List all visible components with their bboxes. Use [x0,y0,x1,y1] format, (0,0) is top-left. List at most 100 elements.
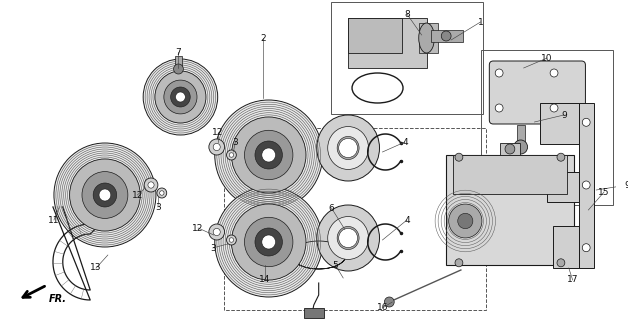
Circle shape [229,238,234,242]
Circle shape [143,59,218,135]
Text: FR.: FR. [49,294,67,304]
Circle shape [495,104,503,112]
Ellipse shape [337,136,359,160]
Circle shape [495,69,503,77]
Text: 15: 15 [598,188,610,196]
Circle shape [232,117,306,193]
Circle shape [82,172,128,219]
Bar [553,226,578,268]
Circle shape [176,92,185,102]
Text: 12: 12 [212,127,224,137]
Text: 3: 3 [155,203,161,212]
Bar [348,18,426,68]
Bar [175,56,182,68]
Circle shape [160,191,164,195]
Bar [517,125,524,147]
Circle shape [455,259,463,267]
Bar [500,143,520,155]
Circle shape [557,153,565,161]
Bar [547,172,578,202]
Text: 3: 3 [210,244,215,252]
Circle shape [262,148,276,162]
Text: 17: 17 [567,276,578,284]
Circle shape [441,31,451,41]
Text: 9: 9 [561,110,566,119]
Circle shape [93,183,117,207]
Circle shape [255,228,283,256]
Circle shape [244,130,293,180]
Bar [446,155,573,265]
Circle shape [582,118,590,126]
Circle shape [215,187,323,297]
Circle shape [164,80,197,114]
Bar [332,2,484,114]
Circle shape [171,87,190,107]
Text: 13: 13 [90,263,102,273]
Circle shape [514,140,528,154]
Bar [419,23,438,53]
Circle shape [209,224,225,240]
Bar [304,308,323,318]
Text: 16: 16 [377,303,388,313]
Circle shape [338,139,357,158]
Circle shape [262,235,276,249]
Circle shape [244,217,293,267]
Circle shape [209,139,225,155]
Ellipse shape [337,227,359,250]
Bar [453,155,567,194]
Circle shape [213,143,220,151]
Circle shape [550,69,558,77]
Circle shape [215,100,323,210]
Ellipse shape [317,115,379,181]
Text: 4: 4 [404,215,409,225]
Text: 12: 12 [132,190,143,199]
Circle shape [255,141,283,169]
FancyBboxPatch shape [489,61,585,124]
Bar [348,18,402,53]
Text: 1: 1 [478,18,484,27]
Text: 4: 4 [402,138,408,147]
Circle shape [213,228,220,236]
Circle shape [582,244,590,252]
Circle shape [550,104,558,112]
Text: 6: 6 [328,204,334,212]
Text: 8: 8 [404,10,410,19]
Ellipse shape [328,217,369,260]
Circle shape [557,259,565,267]
Circle shape [227,235,236,245]
Text: 11: 11 [48,215,60,225]
Text: 5: 5 [332,260,338,269]
Circle shape [157,188,166,198]
Circle shape [338,228,357,248]
Text: 9: 9 [625,180,628,189]
Text: 12: 12 [192,223,203,233]
Bar [431,30,463,42]
Circle shape [229,153,234,157]
Circle shape [99,189,111,201]
Text: 14: 14 [259,276,271,284]
Circle shape [70,159,140,231]
Bar [480,50,613,205]
Ellipse shape [328,126,369,170]
Circle shape [232,204,306,280]
Ellipse shape [419,23,435,53]
Circle shape [148,182,154,188]
Circle shape [505,144,515,154]
Ellipse shape [317,205,379,271]
Text: 7: 7 [176,47,181,57]
Circle shape [155,71,206,123]
Circle shape [384,297,394,307]
Text: 3: 3 [232,138,238,147]
Circle shape [455,153,463,161]
Circle shape [448,204,482,238]
Circle shape [144,178,158,192]
Circle shape [54,143,156,247]
Text: 2: 2 [260,34,266,43]
Bar [578,102,595,268]
Text: 10: 10 [541,53,553,62]
Bar [224,128,486,310]
Bar [540,102,578,144]
Circle shape [582,181,590,189]
Circle shape [458,213,473,229]
Circle shape [227,150,236,160]
